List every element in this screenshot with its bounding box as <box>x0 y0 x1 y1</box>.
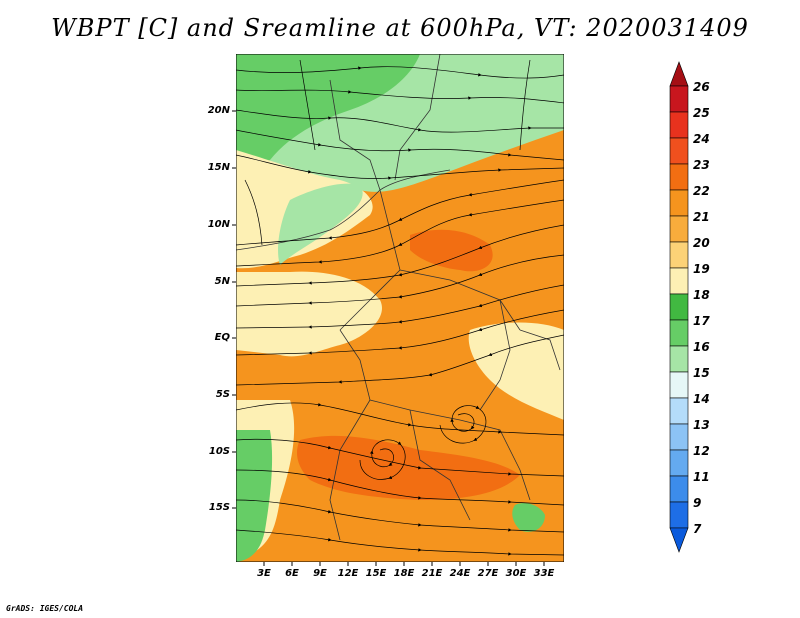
colorbar-min-arrow <box>669 527 689 553</box>
colorbar-swatch <box>669 319 689 347</box>
map-title: WBPT [C] and Sreamline at 600hPa, VT: 20… <box>51 14 749 42</box>
lon-label: 24E <box>449 568 471 579</box>
colorbar-label: 16 <box>693 340 710 354</box>
grads-credit: GrADS: IGES/COLA <box>6 604 84 613</box>
colorbar-swatch <box>669 501 689 529</box>
colorbar-label: 22 <box>693 184 710 198</box>
colorbar-label: 12 <box>693 444 710 458</box>
colorbar-swatch <box>669 163 689 191</box>
colorbar-swatch <box>669 85 689 113</box>
field-northeast-green <box>470 54 564 99</box>
colorbar <box>669 61 689 553</box>
colorbar-swatch <box>669 215 689 243</box>
colorbar-swatch <box>669 345 689 373</box>
field-north-green <box>236 54 420 175</box>
lon-label: 12E <box>337 568 359 579</box>
colorbar-label: 17 <box>693 314 710 328</box>
lon-label: 33E <box>533 568 555 579</box>
streamlines <box>236 59 564 556</box>
colorbar-label: 23 <box>693 158 710 172</box>
colorbar-label: 13 <box>693 418 710 432</box>
lat-label: 10S <box>208 446 230 457</box>
lat-label: 10N <box>207 219 230 230</box>
colorbar-label: 21 <box>693 210 710 224</box>
lon-label: 30E <box>505 568 527 579</box>
lat-label: 5N <box>214 276 230 287</box>
colorbar-swatch <box>669 241 689 269</box>
colorbar-label: 26 <box>693 80 710 94</box>
colorbar-swatch <box>669 449 689 477</box>
lon-label: 18E <box>393 568 415 579</box>
lon-label: 27E <box>477 568 499 579</box>
colorbar-swatch <box>669 475 689 503</box>
colorbar-max-arrow <box>669 61 689 87</box>
lon-label: 3E <box>257 568 271 579</box>
wbpt-shading <box>236 54 564 562</box>
colorbar-label: 18 <box>693 288 710 302</box>
lat-label: EQ <box>214 332 230 343</box>
colorbar-label: 24 <box>693 132 710 146</box>
lat-label: 15N <box>207 162 230 173</box>
colorbar-swatch <box>669 397 689 425</box>
colorbar-label: 9 <box>693 496 702 510</box>
lat-label: 5S <box>215 389 230 400</box>
colorbar-swatch <box>669 189 689 217</box>
colorbar-label: 15 <box>693 366 710 380</box>
axis-ticks <box>232 110 545 566</box>
colorbar-label: 11 <box>693 470 710 484</box>
colorbar-label: 20 <box>693 236 710 250</box>
lon-label: 21E <box>421 568 443 579</box>
colorbar-swatch <box>669 371 689 399</box>
colorbar-swatch <box>669 111 689 139</box>
field-mozambique-green <box>512 503 545 532</box>
colorbar-swatch <box>669 267 689 295</box>
colorbar-swatch <box>669 293 689 321</box>
colorbar-label: 25 <box>693 106 710 120</box>
lon-label: 15E <box>365 568 387 579</box>
colorbar-label: 7 <box>693 522 702 536</box>
colorbar-label: 14 <box>693 392 710 406</box>
colorbar-label: 19 <box>693 262 710 276</box>
colorbar-swatch <box>669 423 689 451</box>
lon-label: 9E <box>313 568 327 579</box>
lat-label: 15S <box>208 502 230 513</box>
lat-label: 20N <box>207 105 230 116</box>
field-angola-green <box>236 430 273 562</box>
colorbar-swatch <box>669 137 689 165</box>
field-southeast-pale <box>468 322 564 420</box>
lon-label: 6E <box>285 568 299 579</box>
